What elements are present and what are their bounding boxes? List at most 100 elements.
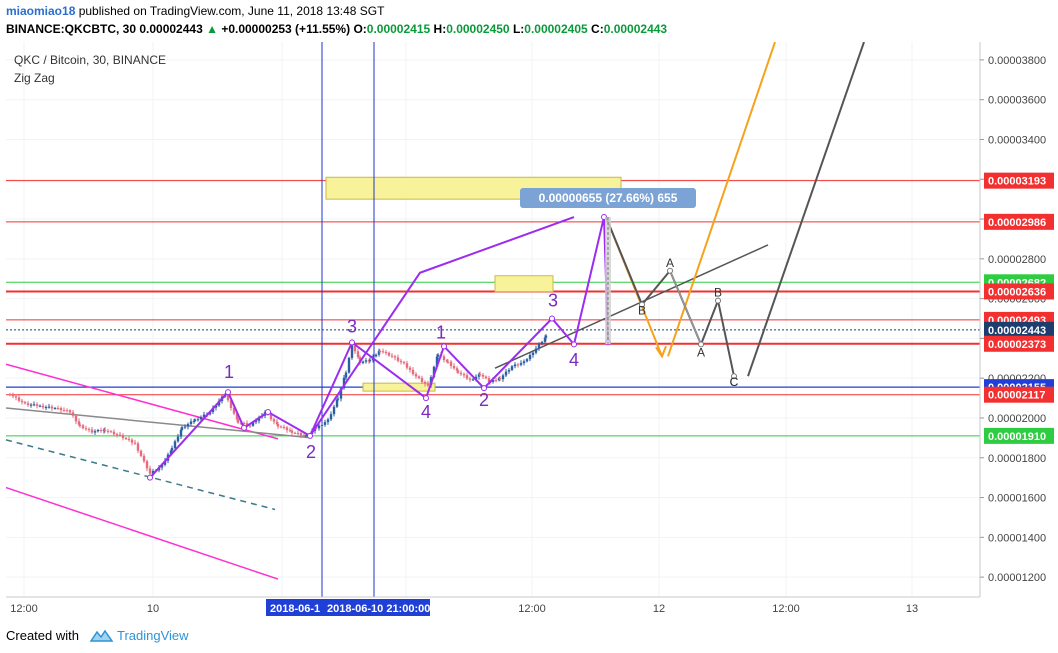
candle-body: [347, 357, 351, 373]
candle-body: [471, 379, 475, 381]
symbol-info: BINANCE:QKCBTC, 30 0.00002443: [6, 22, 203, 36]
candle-body: [160, 464, 164, 468]
wave-label-7: 3: [548, 291, 558, 311]
candle-body: [335, 399, 339, 407]
corrective-label: B: [714, 286, 722, 300]
projection-orange-up: [667, 42, 776, 357]
candle-body: [304, 435, 308, 437]
wave-label-8: 4: [569, 350, 579, 370]
candle-body: [74, 415, 78, 422]
candle-body: [192, 420, 196, 422]
candle-body: [163, 460, 167, 465]
candle-body: [81, 425, 85, 429]
candle-body: [356, 351, 360, 358]
candle-body: [501, 375, 505, 380]
wave-label-4: 4: [421, 402, 431, 422]
candle-body: [320, 424, 324, 426]
candle-body: [477, 374, 481, 377]
measure-label: 0.00000655 (27.66%) 655: [539, 191, 678, 205]
price-axis[interactable]: 0.00001200 0.00001400 0.00001600 0.00001800…: [979, 42, 1054, 597]
corrective-label: A: [666, 256, 674, 270]
candle-body: [445, 360, 449, 362]
candle-body: [32, 404, 36, 406]
arrow-orange-icon: [655, 345, 667, 359]
wave-label-3: 3: [347, 316, 357, 336]
candle-body: [522, 361, 526, 364]
tradingview-brand-link[interactable]: TradingView: [117, 628, 189, 643]
candle-body: [124, 438, 128, 440]
candle-body: [269, 414, 273, 420]
candle-body: [420, 378, 424, 382]
candle-body: [417, 376, 421, 379]
candle-body: [202, 414, 206, 417]
candle-body: [20, 400, 24, 403]
price-range-measure[interactable]: 0.00000655 (27.66%) 655: [520, 188, 696, 344]
wave-label-1: 1: [224, 362, 234, 382]
dashed-trendline: [5, 439, 276, 511]
candle-body: [344, 372, 348, 378]
candle-body: [339, 388, 343, 399]
channel-lower-line: [5, 486, 279, 580]
close-value: 0.00002443: [603, 22, 668, 36]
horizontal-levels: [6, 180, 980, 437]
candle-body: [180, 427, 184, 430]
candle-body: [38, 405, 42, 407]
candle-body: [436, 354, 440, 357]
zigzag-pivot: [307, 432, 313, 439]
candle-body: [478, 374, 482, 376]
candle-body: [248, 425, 252, 427]
y-tick-label: 0.00003800: [988, 55, 1046, 67]
candle-body: [189, 421, 193, 425]
candle-body: [302, 435, 306, 437]
price-badge-label: 0.00001910: [988, 431, 1046, 443]
candle-body: [26, 403, 30, 406]
candle-body: [65, 410, 69, 412]
candle-body: [329, 414, 333, 420]
username-link[interactable]: miaomiao18: [6, 4, 76, 18]
y-tick-label: 0.00002800: [988, 254, 1046, 266]
candle-body: [193, 419, 197, 421]
candle-body: [136, 443, 140, 451]
candle-body: [296, 432, 300, 434]
time-highlight-label: 2018-06-1: [270, 603, 320, 615]
candle-body: [41, 405, 45, 408]
candle-body: [276, 424, 280, 427]
close-label: C:: [591, 22, 604, 36]
candle-body: [59, 408, 63, 411]
candle-body: [196, 419, 200, 421]
price-badge: [984, 321, 1054, 338]
time-axis[interactable]: 12:001012:001112:001212:00132018-06-1201…: [6, 596, 980, 616]
price-badge-label: 0.00002117: [988, 390, 1046, 402]
candle-body: [151, 470, 155, 474]
candle-body: [288, 430, 292, 432]
candle-body: [405, 363, 409, 368]
zigzag-pivot: [423, 395, 429, 402]
candle-body: [282, 427, 286, 429]
candle-body: [71, 412, 75, 416]
zigzag-pivot: [571, 341, 577, 348]
wave-label-5: 1: [436, 322, 446, 342]
tradingview-cloud-icon[interactable]: [88, 625, 114, 645]
high-value: 0.00002450: [446, 22, 510, 36]
price-badge-label: 0.00002636: [988, 286, 1046, 298]
candle-body: [226, 394, 230, 401]
candle-body: [254, 420, 258, 423]
candle-body: [68, 410, 72, 413]
rising-trendline: [494, 244, 769, 369]
zigzag-indicator: [147, 214, 611, 481]
x-tick-label: 13: [906, 603, 918, 615]
zigzag-pivot: [265, 409, 271, 415]
price-badge: [984, 386, 1054, 403]
candle-body: [242, 422, 246, 424]
y-tick-label: 0.00001200: [988, 572, 1046, 584]
channel-upper-line: [5, 363, 279, 440]
time-highlight-label: 2018-06-10 21:00:00: [327, 603, 430, 615]
candle-body: [299, 433, 303, 436]
candle-body: [455, 368, 459, 371]
candle-body: [350, 345, 354, 358]
open-label: O:: [353, 22, 367, 36]
candle-body: [456, 370, 460, 373]
footer-bar: Created with TradingView: [0, 620, 1058, 653]
candle-body: [11, 395, 15, 397]
